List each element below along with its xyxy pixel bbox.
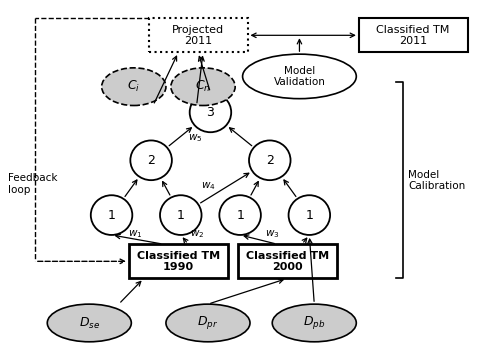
Ellipse shape — [272, 304, 356, 342]
Text: 1: 1 — [306, 208, 314, 222]
FancyBboxPatch shape — [238, 244, 336, 278]
Text: 3: 3 — [206, 106, 214, 119]
Text: Classified TM
2000: Classified TM 2000 — [246, 251, 328, 272]
Text: $w_2$: $w_2$ — [190, 228, 204, 240]
Ellipse shape — [288, 195, 330, 235]
Text: $C_n$: $C_n$ — [195, 79, 211, 94]
Text: $w_1$: $w_1$ — [128, 228, 142, 240]
Text: $w_4$: $w_4$ — [200, 180, 216, 192]
Text: $D_{se}$: $D_{se}$ — [78, 315, 100, 331]
Text: $C_i$: $C_i$ — [127, 79, 140, 94]
FancyBboxPatch shape — [129, 244, 228, 278]
Ellipse shape — [48, 304, 132, 342]
Text: Model
Validation: Model Validation — [274, 66, 326, 87]
Text: 1: 1 — [236, 208, 244, 222]
FancyBboxPatch shape — [148, 18, 248, 53]
Text: 2: 2 — [147, 154, 155, 167]
Ellipse shape — [166, 304, 250, 342]
Text: Classified TM
1990: Classified TM 1990 — [136, 251, 220, 272]
Text: $w_3$: $w_3$ — [265, 228, 280, 240]
Text: Classified TM
2011: Classified TM 2011 — [376, 24, 450, 46]
Text: $w_5$: $w_5$ — [188, 132, 203, 144]
Text: $D_{pb}$: $D_{pb}$ — [303, 315, 326, 331]
Text: $D_{pr}$: $D_{pr}$ — [198, 315, 218, 331]
Text: Feedback
loop: Feedback loop — [8, 173, 57, 195]
Ellipse shape — [130, 141, 172, 180]
Ellipse shape — [242, 54, 356, 99]
Ellipse shape — [102, 68, 166, 105]
Ellipse shape — [249, 141, 290, 180]
Text: 2: 2 — [266, 154, 274, 167]
Ellipse shape — [171, 68, 235, 105]
FancyBboxPatch shape — [359, 18, 468, 53]
Text: 1: 1 — [108, 208, 116, 222]
Text: Projected
2011: Projected 2011 — [172, 24, 224, 46]
Ellipse shape — [220, 195, 261, 235]
Ellipse shape — [190, 93, 231, 132]
Ellipse shape — [91, 195, 132, 235]
Text: 1: 1 — [177, 208, 184, 222]
Text: Model
Calibration: Model Calibration — [408, 169, 466, 191]
Ellipse shape — [160, 195, 202, 235]
